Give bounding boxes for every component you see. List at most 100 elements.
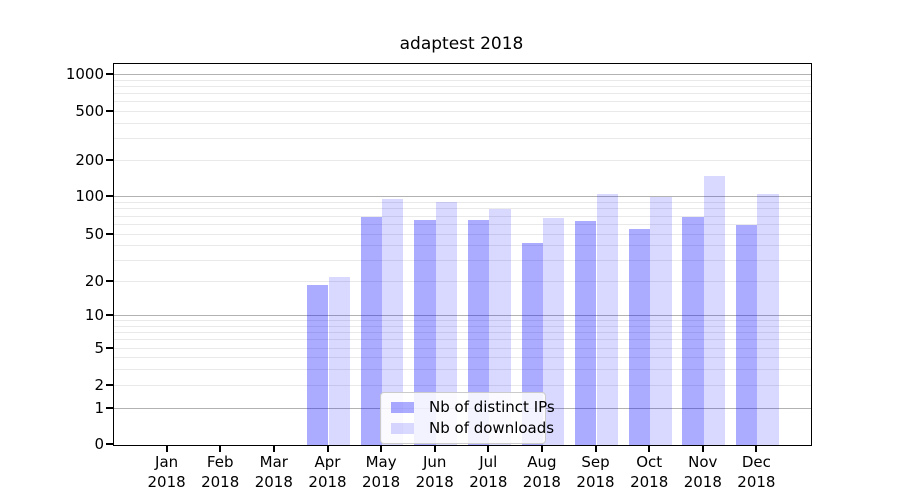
x-tick-mark-jan — [165, 445, 168, 452]
y-tick-mark-500 — [106, 110, 113, 112]
y-tick-label-200: 200 — [75, 150, 104, 169]
y-tick-mark-1 — [106, 407, 113, 409]
legend-swatch-downloads — [391, 422, 414, 434]
x-tick-label-jan: Jan 2018 — [147, 453, 186, 491]
y-tick-mark-50 — [106, 233, 113, 235]
x-tick-label-jun: Jun 2018 — [415, 453, 454, 491]
x-tick-mark-may — [380, 445, 383, 452]
legend-label-distinct-ips: Nb of distinct IPs — [429, 398, 555, 416]
x-tick-mark-jun — [433, 445, 436, 452]
x-tick-mark-feb — [219, 445, 222, 452]
gridline-minor-600 — [114, 101, 811, 103]
bar-distinct-ips-apr — [307, 284, 329, 445]
gridline-minor-5 — [114, 348, 811, 349]
x-tick-label-aug: Aug 2018 — [522, 453, 561, 491]
gridline-major-1000 — [114, 74, 811, 75]
x-tick-label-apr: Apr 2018 — [308, 453, 347, 491]
y-tick-mark-2 — [106, 384, 113, 386]
x-tick-mark-aug — [540, 445, 543, 452]
gridline-minor-6 — [114, 339, 811, 341]
y-tick-label-500: 500 — [75, 102, 104, 120]
bar-downloads-jun — [435, 201, 458, 445]
x-tick-label-feb: Feb 2018 — [201, 453, 240, 491]
y-tick-label-1000: 1000 — [65, 65, 104, 83]
x-tick-label-oct: Oct 2018 — [630, 453, 669, 491]
legend-label-downloads: Nb of downloads — [429, 419, 555, 437]
gridline-minor-9 — [114, 320, 811, 321]
bar-downloads-aug — [542, 218, 565, 445]
gridline-minor-2 — [114, 385, 811, 386]
bars-layer — [114, 64, 811, 445]
legend-item-distinct-ips: Nb of distinct IPs — [389, 398, 555, 416]
bar-distinct-ips-dec — [735, 225, 758, 445]
gridlines-layer — [114, 64, 811, 445]
bar-distinct-ips-sep — [575, 220, 597, 445]
y-tick-mark-20 — [106, 280, 113, 282]
bar-downloads-may — [382, 199, 404, 445]
y-tick-mark-200 — [106, 158, 113, 161]
bar-downloads-oct — [650, 196, 672, 445]
y-tick-label-20: 20 — [84, 272, 104, 290]
y-tick-mark-0 — [106, 443, 113, 445]
x-tick-label-nov: Nov 2018 — [683, 453, 722, 491]
x-tick-label-mar: Mar 2018 — [254, 453, 293, 491]
gridline-minor-8 — [114, 325, 811, 327]
x-tick-mark-dec — [755, 445, 758, 452]
gridline-minor-800 — [114, 85, 811, 87]
gridline-minor-3 — [114, 368, 811, 370]
y-tick-mark-10 — [106, 314, 113, 316]
gridline-minor-80 — [114, 208, 811, 210]
x-tick-mark-oct — [648, 445, 651, 452]
y-tick-mark-5 — [106, 347, 113, 349]
y-tick-label-1: 1 — [94, 399, 104, 417]
bar-downloads-jul — [489, 209, 511, 445]
gridline-minor-400 — [114, 122, 811, 124]
bar-distinct-ips-nov — [682, 216, 704, 445]
y-tick-label-5: 5 — [94, 339, 104, 357]
chart-title: adaptest 2018 — [399, 34, 524, 54]
legend-swatch-distinct-ips — [391, 401, 414, 413]
bar-distinct-ips-may — [360, 216, 382, 445]
gridline-minor-4 — [114, 357, 811, 358]
gridline-minor-200 — [114, 159, 811, 161]
x-tick-label-may: May 2018 — [362, 453, 401, 491]
bar-downloads-nov — [703, 175, 726, 445]
gridline-minor-300 — [114, 138, 811, 139]
bar-downloads-dec — [757, 193, 779, 445]
bar-distinct-ips-jun — [414, 219, 436, 445]
gridline-minor-40 — [114, 245, 811, 247]
y-tick-label-100: 100 — [75, 187, 104, 205]
gridline-minor-60 — [114, 224, 811, 225]
y-tick-mark-100 — [106, 195, 113, 197]
gridline-minor-900 — [114, 79, 811, 81]
bar-downloads-apr — [328, 277, 350, 445]
gridline-minor-50 — [114, 234, 811, 235]
bar-downloads-sep — [596, 194, 618, 445]
x-tick-mark-sep — [594, 445, 597, 452]
gridline-minor-30 — [114, 260, 811, 262]
x-tick-mark-nov — [701, 445, 704, 452]
gridline-minor-7 — [114, 332, 811, 333]
legend: Nb of distinct IPs Nb of downloads — [380, 392, 555, 444]
gridline-minor-20 — [114, 281, 811, 282]
x-tick-label-jul: Jul 2018 — [469, 453, 508, 491]
y-tick-label-2: 2 — [94, 376, 104, 394]
x-tick-mark-apr — [326, 445, 329, 452]
x-tick-mark-jul — [487, 445, 490, 452]
legend-item-downloads: Nb of downloads — [389, 419, 554, 437]
x-tick-label-dec: Dec 2018 — [737, 453, 776, 491]
gridline-minor-500 — [114, 111, 811, 112]
plot-area: Nb of distinct IPs Nb of downloads — [113, 63, 812, 446]
bar-distinct-ips-oct — [628, 228, 651, 445]
x-tick-mark-mar — [272, 445, 275, 452]
bar-distinct-ips-jul — [467, 219, 490, 445]
gridline-major-100 — [114, 196, 811, 197]
y-tick-label-50: 50 — [84, 225, 104, 243]
gridline-minor-70 — [114, 215, 811, 217]
y-tick-mark-1000 — [106, 73, 113, 75]
y-tick-label-0: 0 — [94, 435, 104, 453]
x-tick-label-sep: Sep 2018 — [576, 453, 615, 491]
y-tick-label-10: 10 — [84, 306, 104, 324]
gridline-minor-700 — [114, 93, 811, 94]
